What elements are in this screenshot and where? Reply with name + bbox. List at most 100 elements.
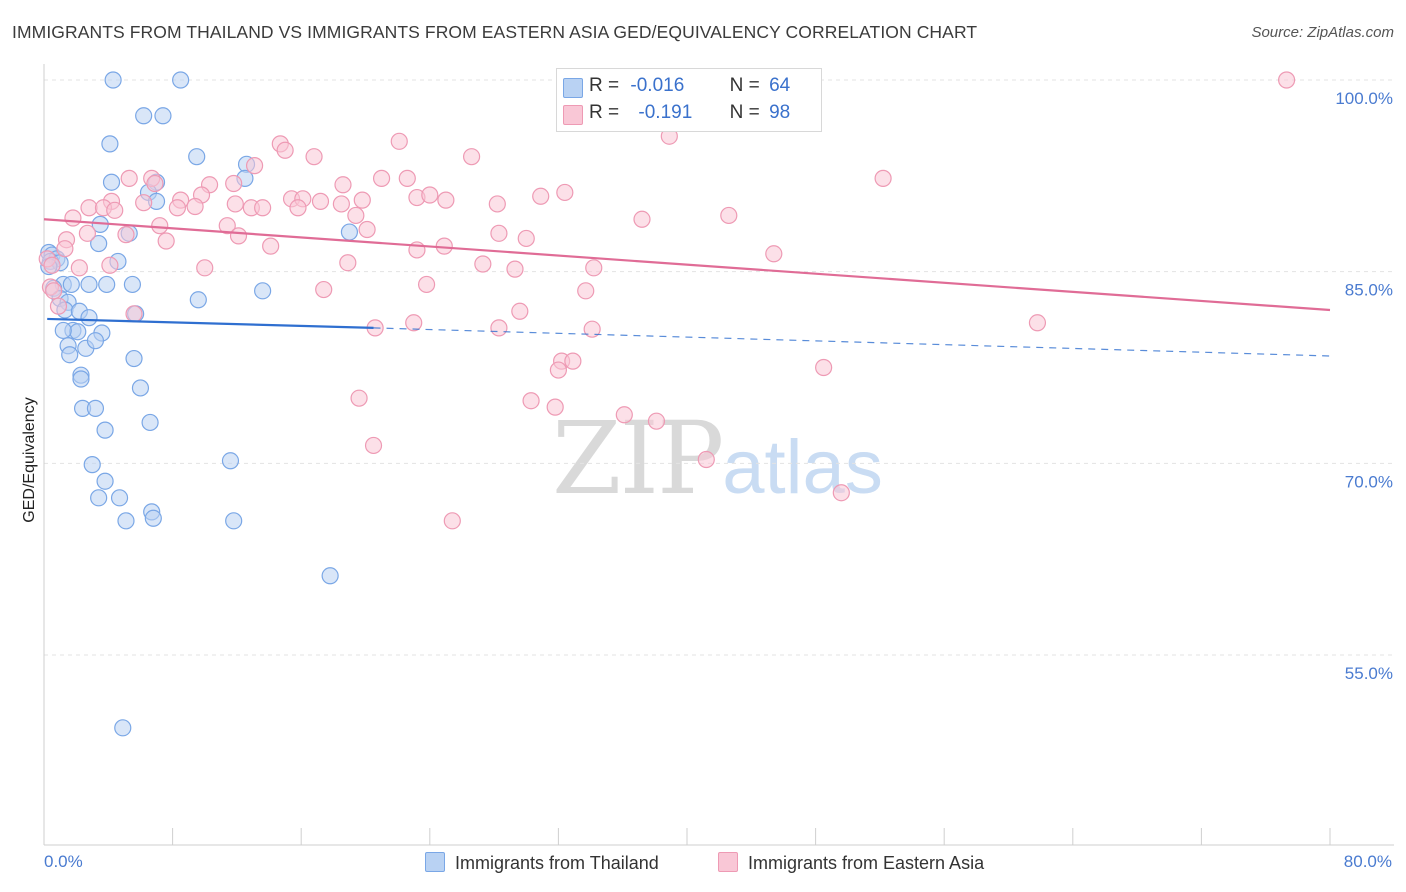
thailand-point <box>61 346 79 364</box>
eastern-asia-point <box>43 256 61 274</box>
eastern-asia-point <box>125 305 143 323</box>
legend-n-value: 64 <box>769 75 791 96</box>
thailand-point <box>340 223 359 241</box>
eastern-asia-point <box>506 260 524 278</box>
eastern-asia-point <box>117 226 135 244</box>
watermark-atlas: atlas <box>722 425 883 510</box>
thailand-point <box>321 567 339 585</box>
eastern-asia-point <box>332 195 350 213</box>
bottom-legend-label-thailand: Immigrants from Thailand <box>455 853 659 873</box>
eastern-asia-point <box>311 192 330 210</box>
legend-n-value: 98 <box>769 102 791 123</box>
thailand-point <box>80 275 98 294</box>
legend-r-value: -0.191 <box>638 102 693 123</box>
source-label: Source: ZipAtlas.com <box>1251 24 1394 41</box>
thailand-point <box>189 291 207 309</box>
eastern-asia-point <box>585 259 603 277</box>
eastern-asia-point <box>151 217 169 235</box>
thailand-point <box>86 332 105 350</box>
thailand-point <box>104 71 122 89</box>
legend-r-value: -0.016 <box>630 75 685 96</box>
thailand-point <box>62 275 80 294</box>
thailand-point <box>90 489 108 507</box>
eastern-asia-point <box>339 254 357 272</box>
eastern-asia-point <box>225 174 243 193</box>
thailand-point <box>172 71 190 89</box>
eastern-asia-point <box>1277 71 1296 89</box>
thailand-point <box>69 323 87 341</box>
y-tick-label: 100.0% <box>1335 89 1393 108</box>
eastern-asia-point <box>697 450 715 469</box>
eastern-asia-point <box>135 194 153 212</box>
eastern-asia-point <box>488 195 506 213</box>
y-axis-label: GED/Equivalency <box>21 397 38 523</box>
watermark: ZIPatlas <box>552 400 883 517</box>
eastern-asia-point <box>647 412 666 430</box>
eastern-asia-point <box>874 169 892 187</box>
thailand-point <box>123 275 142 294</box>
bottom-legend-swatch-thailand <box>425 852 445 872</box>
y-tick-label: 55.0% <box>1345 664 1393 683</box>
eastern-asia-point <box>577 282 595 300</box>
eastern-asia-point <box>350 389 368 407</box>
thailand-point <box>135 107 153 125</box>
thailand-point <box>101 135 119 153</box>
eastern-asia-point <box>334 176 352 194</box>
legend-swatch-eastern-asia <box>563 105 583 125</box>
thailand-point <box>96 472 114 490</box>
thailand-point <box>98 275 116 294</box>
eastern-asia-point <box>490 224 508 242</box>
eastern-asia-point <box>474 255 492 273</box>
y-tick-label: 85.0% <box>1345 281 1393 300</box>
eastern-asia-point <box>289 199 307 217</box>
thailand-point <box>72 370 90 388</box>
thailand-point <box>110 489 129 507</box>
eastern-asia-point <box>832 484 850 502</box>
eastern-asia-point <box>80 199 98 217</box>
eastern-asia-point <box>186 197 204 216</box>
eastern-asia-point <box>196 259 214 277</box>
thailand-point <box>125 349 143 368</box>
eastern-asia-point <box>226 195 244 213</box>
thailand-point <box>54 321 72 340</box>
eastern-asia-point <box>583 320 601 338</box>
eastern-asia-point <box>78 224 97 242</box>
chart-title: IMMIGRANTS FROM THAILAND VS IMMIGRANTS F… <box>12 22 978 42</box>
thailand-point <box>131 379 150 397</box>
eastern-asia-point <box>556 183 574 202</box>
thailand-point <box>225 512 243 530</box>
eastern-asia-point <box>532 187 550 205</box>
thailand-point <box>117 512 135 530</box>
eastern-asia-point <box>168 199 187 217</box>
eastern-asia-point <box>517 229 535 248</box>
eastern-asia-point <box>45 282 63 300</box>
thailand-point <box>114 719 132 737</box>
eastern-asia-point <box>405 314 423 332</box>
eastern-asia-point <box>765 245 783 263</box>
eastern-asia-point <box>522 392 540 410</box>
eastern-asia-point <box>276 141 294 159</box>
bottom-legend-label-eastern-asia: Immigrants from Eastern Asia <box>748 853 985 873</box>
eastern-asia-point <box>511 302 529 320</box>
eastern-asia-point <box>437 191 455 209</box>
thailand-point <box>96 421 114 439</box>
bottom-legend-eastern-asia: Immigrants from Eastern Asia <box>718 852 984 874</box>
thailand-point <box>90 234 108 253</box>
thailand-point <box>102 173 121 191</box>
thailand-point <box>80 309 98 327</box>
eastern-asia-point <box>358 220 376 239</box>
eastern-asia-point <box>353 191 371 209</box>
bottom-legend-swatch-eastern-asia <box>718 852 738 872</box>
eastern-asia-point <box>229 227 248 245</box>
y-tick-label: 70.0% <box>1345 472 1393 491</box>
eastern-asia-point <box>262 237 280 255</box>
eastern-asia-point <box>398 169 416 187</box>
eastern-asia-point <box>146 174 164 193</box>
bottom-legend-thailand: Immigrants from Thailand <box>425 852 659 874</box>
eastern-asia-point <box>254 199 272 217</box>
eastern-asia-point <box>305 148 323 166</box>
legend-r-label: R = <box>589 102 620 123</box>
eastern-asia-point <box>443 512 461 530</box>
eastern-asia-point <box>56 240 74 258</box>
